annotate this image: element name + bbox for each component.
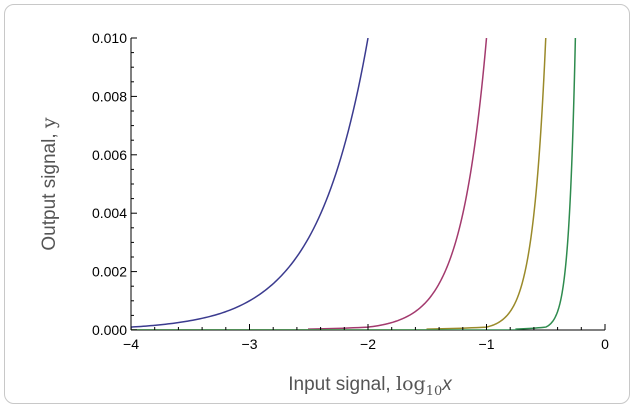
series-line-2 [131, 38, 488, 330]
y-tick-label: 0.008 [92, 88, 127, 104]
line-chart: −4 −3 −2 −1 00.0000.0020.0040.0060.0080.010 … [38, 30, 609, 395]
series-line-1 [131, 38, 369, 330]
ticks: −4 −3 −2 −1 0 0.000 0.002 0.004 0.006 0.008 0.010 [92, 30, 609, 352]
x-axis-label: Input signal, log10x [288, 373, 453, 395]
y-tick-label: 0.010 [92, 30, 127, 46]
x-tick-label: −2 [360, 336, 376, 352]
x-tick-label: −1 [479, 336, 495, 352]
series-group [131, 38, 577, 330]
x-axis-label-sub: 10 [426, 384, 443, 395]
series-line-3 [131, 38, 547, 330]
y-axis-label: Output signal, y [38, 117, 60, 251]
y-tick-label: 0.004 [92, 205, 127, 221]
y-axis-label-var: y [38, 117, 60, 129]
y-tick-label: 0.002 [92, 264, 127, 280]
axes [130, 38, 605, 331]
y-tick-label: 0.006 [92, 147, 127, 163]
x-tick-label: 0 [601, 336, 609, 352]
series-line-4 [131, 38, 577, 330]
x-axis-label-var: x [441, 374, 453, 395]
x-axis-label-fn: log [396, 373, 426, 395]
x-tick-label: −4 [123, 336, 139, 352]
x-tick-label: −3 [242, 336, 258, 352]
x-axis-label-prefix: Input signal, [288, 374, 396, 395]
y-tick-label: 0.000 [92, 322, 127, 338]
y-axis-label-prefix: Output signal, [39, 128, 60, 251]
